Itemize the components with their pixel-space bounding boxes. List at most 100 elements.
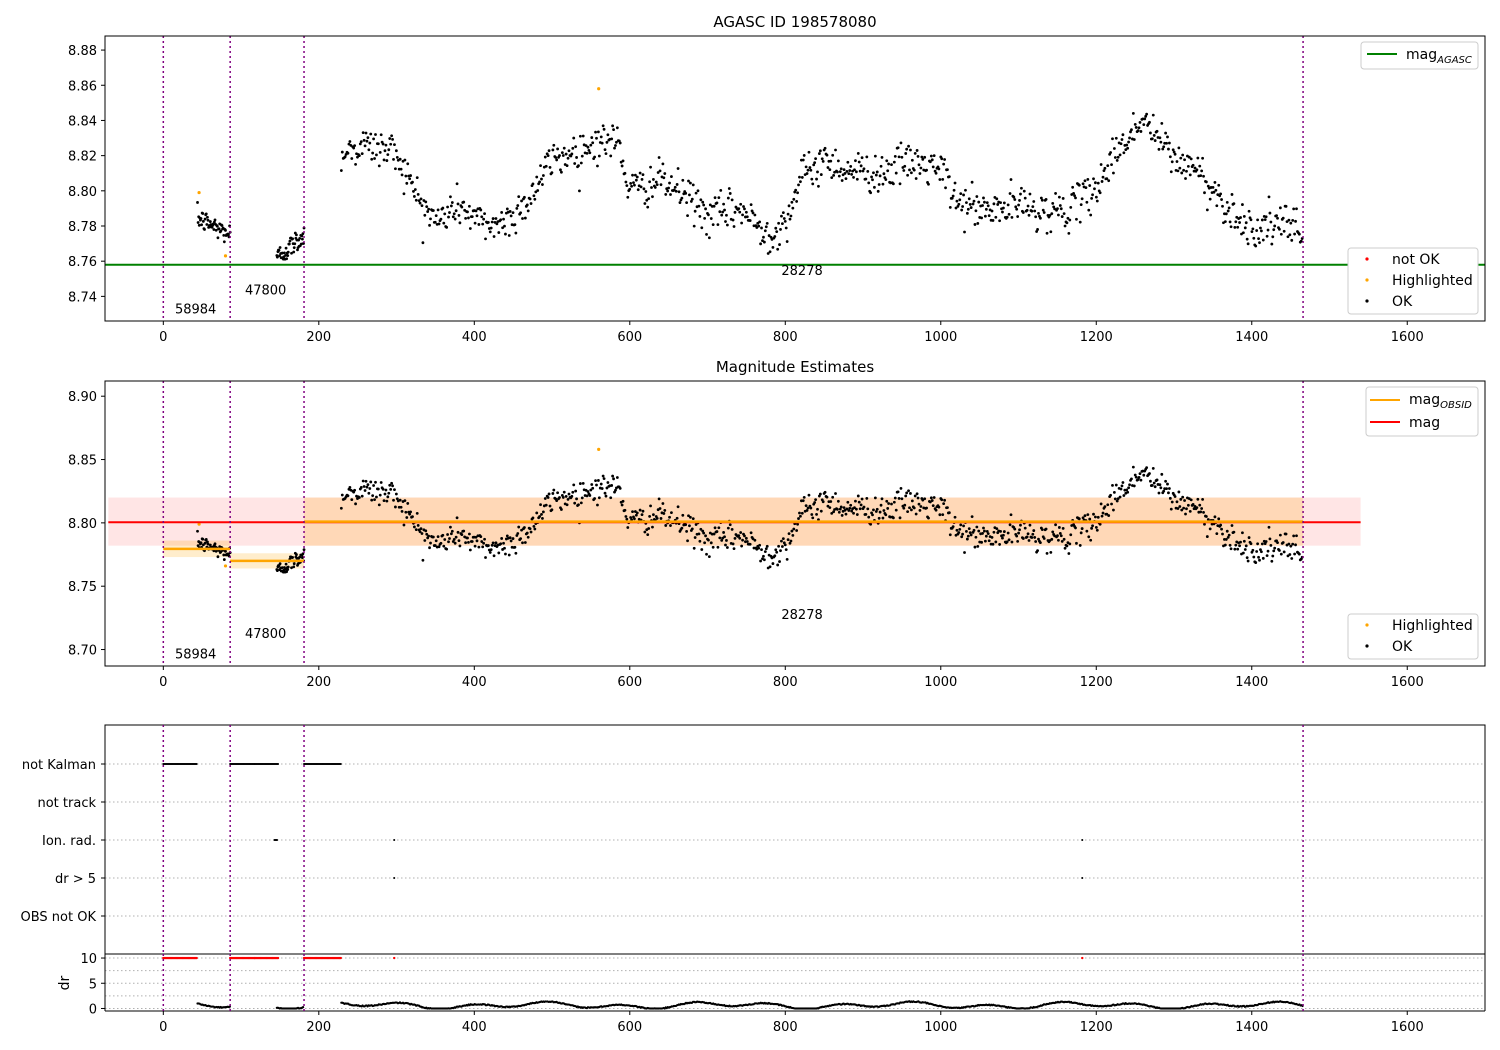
ok-point	[199, 541, 203, 545]
ok-point	[630, 518, 633, 521]
ok-point	[415, 176, 419, 180]
ok-point	[1054, 523, 1057, 527]
ok-point	[987, 539, 991, 543]
ok-point	[548, 165, 552, 169]
ok-point	[454, 209, 458, 213]
ok-point	[717, 526, 721, 530]
ok-point	[717, 196, 721, 200]
ok-point	[1007, 212, 1011, 216]
ok-point	[766, 252, 770, 255]
ok-point	[799, 514, 802, 518]
ok-point	[813, 501, 817, 504]
ok-point	[535, 511, 539, 515]
ok-point	[460, 533, 464, 536]
ok-point	[1022, 189, 1026, 193]
ok-point	[597, 154, 601, 158]
ok-point	[909, 148, 912, 152]
ok-point	[669, 193, 672, 196]
ok-point	[1162, 489, 1166, 493]
ok-point	[1077, 183, 1081, 187]
ok-point	[604, 494, 608, 498]
ok-point	[1180, 508, 1184, 512]
ok-point	[555, 158, 559, 162]
ok-point	[866, 169, 870, 173]
ok-point	[983, 539, 987, 543]
ok-point	[830, 511, 834, 515]
ok-point	[874, 510, 878, 513]
highlighted-point	[223, 564, 228, 568]
ok-point	[1112, 147, 1116, 150]
ok-point	[657, 156, 661, 159]
ok-point	[1189, 498, 1193, 502]
ok-point	[727, 187, 731, 190]
ok-point	[357, 496, 361, 499]
ok-point	[535, 175, 539, 179]
ok-point	[284, 246, 288, 250]
ok-point	[596, 479, 600, 482]
ok-point	[918, 172, 922, 175]
ok-point	[745, 540, 749, 543]
ok-point	[1115, 159, 1119, 162]
ok-point	[789, 214, 793, 218]
ok-point	[389, 142, 393, 146]
ok-point	[1051, 530, 1055, 534]
ok-point	[635, 511, 639, 515]
ok-point	[896, 146, 900, 150]
ok-point	[1090, 196, 1094, 200]
ok-point	[1181, 495, 1185, 499]
ok-point	[196, 529, 199, 533]
ok-point	[571, 490, 575, 494]
ok-point	[560, 170, 563, 174]
ok-point	[629, 516, 633, 519]
ok-point	[937, 505, 941, 509]
ok-point	[1225, 529, 1229, 533]
ok-point	[1148, 472, 1151, 475]
ok-point	[532, 524, 536, 528]
ok-point	[1241, 203, 1244, 206]
ok-point	[624, 180, 628, 184]
ok-point	[350, 157, 354, 160]
ok-point	[984, 534, 988, 538]
ok-point	[383, 492, 387, 496]
ok-point	[725, 546, 729, 549]
ok-point	[985, 529, 989, 533]
ok-point	[1243, 226, 1247, 230]
dr-y-tick-label: 10	[80, 952, 97, 967]
ok-point	[1223, 543, 1227, 547]
ok-point	[1002, 533, 1005, 537]
ok-point	[449, 204, 453, 208]
ok-point	[713, 526, 717, 530]
ok-point	[1078, 220, 1082, 224]
ok-point	[1101, 175, 1105, 179]
ok-point	[624, 515, 628, 518]
ok-point	[1131, 465, 1135, 469]
ok-point	[400, 509, 404, 513]
ok-point	[733, 536, 737, 540]
ok-point	[412, 190, 415, 193]
ok-point	[1107, 514, 1111, 517]
ok-point	[846, 500, 850, 504]
ok-point	[606, 133, 610, 137]
ok-point	[776, 563, 780, 567]
ok-point	[365, 485, 369, 489]
ok-point	[631, 173, 634, 177]
ok-point	[1111, 137, 1114, 141]
ok-point	[1166, 482, 1169, 486]
ok-point	[1095, 528, 1099, 532]
ok-point	[458, 221, 462, 225]
ok-point	[777, 221, 781, 225]
ok-point	[517, 525, 521, 529]
ok-point	[970, 180, 974, 184]
ok-point	[1136, 129, 1140, 133]
ok-point	[862, 167, 866, 171]
ok-point	[790, 529, 794, 533]
ok-point	[951, 194, 955, 198]
ok-point	[1228, 543, 1232, 547]
flag-point	[393, 877, 396, 879]
estimates-x-axis: 0 200 400 600 800 1000 1200 1400 1600	[159, 666, 1424, 690]
ok-point	[376, 487, 380, 491]
ok-point	[1015, 207, 1019, 211]
ok-point	[1232, 202, 1236, 206]
ok-point	[603, 491, 607, 495]
